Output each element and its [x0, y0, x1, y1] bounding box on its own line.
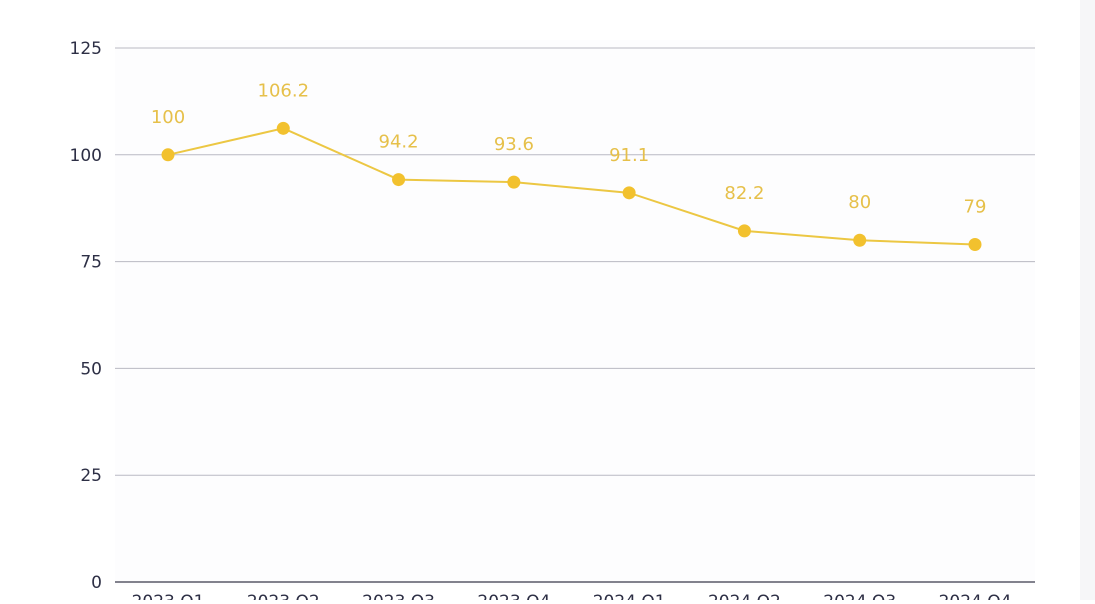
x-tick-label: 2023 Q2: [247, 592, 320, 600]
x-axis-ticks: 2023 Q1 2023 Q2 2023 Q3 2023 Q4 2024 Q1 2024 …: [132, 592, 1012, 604]
plot-area: [115, 40, 1035, 585]
x-tick-label: 2024 Q4: [939, 592, 1012, 600]
data-label: 91.1: [609, 145, 649, 166]
x-tick-label: 2023 Q4: [477, 592, 550, 600]
data-label: 79: [964, 197, 987, 218]
x-tick-label: 2024 Q3: [823, 592, 896, 600]
data-point: [968, 238, 982, 252]
data-point: [737, 224, 751, 238]
grid-layer: [115, 47, 1035, 583]
data-labels: 100 106.2 94.2 93.6 91.1 82.2 80 79: [151, 80, 987, 217]
data-label: 94.2: [379, 132, 419, 153]
x-tick-label: 2024 Q2: [708, 592, 781, 600]
data-point: [392, 173, 406, 187]
x-tick-label: 2023 Q3: [362, 592, 435, 600]
data-label: 82.2: [724, 183, 764, 204]
data-label: 106.2: [258, 80, 310, 101]
y-tick-label: 50: [80, 359, 102, 379]
y-tick-label: 0: [91, 573, 102, 593]
y-tick-label: 100: [70, 146, 102, 166]
data-point: [622, 186, 636, 200]
y-axis-ticks: 0 25 50 75 100 125: [70, 39, 102, 593]
right-edge-strip: [1080, 0, 1095, 600]
data-point: [853, 233, 867, 247]
data-point: [507, 175, 521, 189]
data-point: [161, 148, 175, 162]
y-tick-label: 25: [80, 466, 102, 486]
series-line: [167, 127, 976, 246]
x-tick-label: 2024 Q1: [593, 592, 666, 600]
data-point: [276, 121, 290, 135]
data-label: 93.6: [494, 134, 534, 155]
data-label: 100: [151, 107, 185, 128]
series-layer: [161, 121, 982, 252]
y-tick-label: 125: [70, 39, 102, 59]
x-tick-label: 2023 Q1: [132, 592, 205, 600]
y-tick-label: 75: [80, 253, 102, 273]
data-label: 80: [848, 192, 871, 213]
